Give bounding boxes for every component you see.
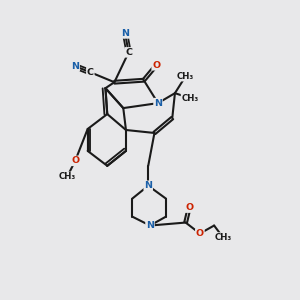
Text: N: N bbox=[121, 29, 129, 38]
Text: N: N bbox=[144, 181, 152, 190]
Text: N: N bbox=[154, 99, 162, 108]
Text: O: O bbox=[196, 229, 204, 238]
Text: N: N bbox=[146, 221, 154, 230]
Text: CH₃: CH₃ bbox=[58, 172, 76, 181]
Text: C: C bbox=[125, 48, 132, 57]
Text: N: N bbox=[71, 62, 79, 71]
Text: CH₃: CH₃ bbox=[177, 72, 194, 81]
Text: O: O bbox=[185, 203, 193, 212]
Text: O: O bbox=[71, 156, 79, 165]
Text: CH₃: CH₃ bbox=[182, 94, 199, 103]
Text: CH₃: CH₃ bbox=[214, 233, 232, 242]
Text: O: O bbox=[152, 61, 160, 70]
Text: C: C bbox=[87, 68, 94, 77]
